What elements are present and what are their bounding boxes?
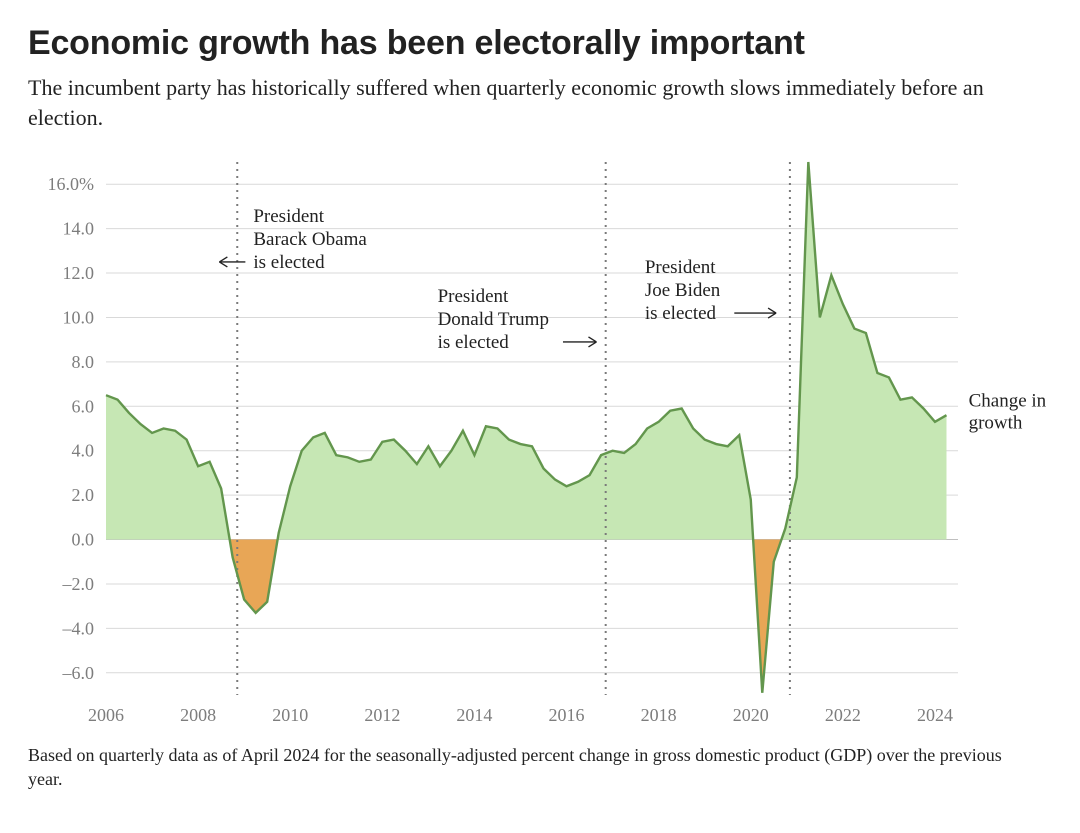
y-axis-label: 0.0: [72, 530, 95, 550]
y-axis-label: –6.0: [62, 663, 95, 683]
svg-text:is elected: is elected: [253, 252, 325, 273]
y-axis-label: 2.0: [72, 486, 95, 506]
svg-text:President: President: [438, 286, 509, 307]
svg-text:Donald Trump: Donald Trump: [438, 309, 549, 330]
svg-text:President: President: [253, 206, 324, 227]
svg-text:is elected: is elected: [645, 304, 717, 325]
annotation: PresidentJoe Bidenis elected: [645, 258, 776, 325]
chart-area: 16.0% 14.0 12.0 10.0 8.0 6.0 4.0 2.0 0.0 –2.0 –4.0…: [28, 150, 1052, 730]
y-axis-label: 10.0: [63, 308, 95, 328]
svg-text:Joe Biden: Joe Biden: [645, 281, 721, 302]
svg-text:Barack Obama: Barack Obama: [253, 229, 367, 250]
x-axis-label: 2020: [733, 705, 769, 725]
chart-footnote: Based on quarterly data as of April 2024…: [28, 744, 1038, 791]
y-axis-label: –2.0: [62, 574, 95, 594]
series-label: Change in: [969, 391, 1047, 412]
x-axis-label: 2022: [825, 705, 861, 725]
y-axis-label: 8.0: [72, 352, 95, 372]
x-axis-label: 2018: [641, 705, 677, 725]
x-axis-label: 2014: [456, 705, 492, 725]
y-axis-label: 4.0: [72, 441, 95, 461]
y-axis-label: –4.0: [62, 619, 95, 639]
chart-subtitle: The incumbent party has historically suf…: [28, 73, 1028, 132]
svg-text:President: President: [645, 258, 716, 279]
y-axis-label: 14.0: [63, 219, 95, 239]
annotation: PresidentBarack Obamais elected: [219, 206, 367, 273]
x-axis-label: 2016: [549, 705, 585, 725]
chart-svg: 16.0% 14.0 12.0 10.0 8.0 6.0 4.0 2.0 0.0 –2.0 –4.0…: [28, 150, 1052, 730]
annotation: PresidentDonald Trumpis elected: [438, 286, 597, 353]
svg-text:is elected: is elected: [438, 332, 510, 353]
area-positive: [278, 409, 754, 540]
x-axis-label: 2024: [917, 705, 953, 725]
chart-title: Economic growth has been electorally imp…: [28, 24, 1052, 63]
x-axis-label: 2006: [88, 705, 124, 725]
x-axis-label: 2012: [364, 705, 400, 725]
series-label: growth: [969, 413, 1023, 434]
x-axis-label: 2008: [180, 705, 216, 725]
y-axis-label: 12.0: [63, 264, 95, 284]
y-axis-label: 16.0%: [48, 175, 95, 195]
y-axis-label: 6.0: [72, 397, 95, 417]
x-axis-label: 2010: [272, 705, 308, 725]
